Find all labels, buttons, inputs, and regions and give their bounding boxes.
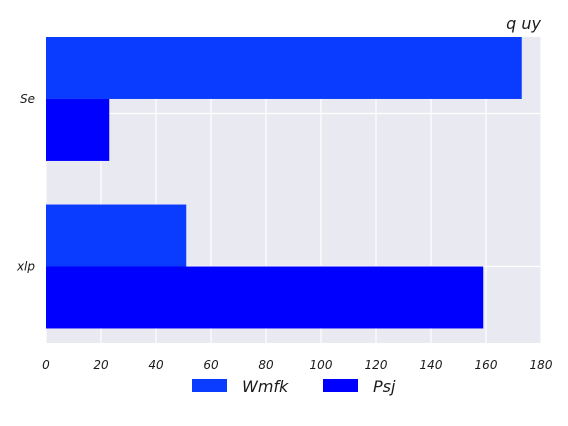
x-tick-label: 60 bbox=[203, 358, 219, 372]
legend-label-wmfk: Wmfk bbox=[242, 377, 289, 396]
x-tick-label: 160 bbox=[475, 358, 498, 372]
x-tick-label: 100 bbox=[310, 358, 333, 372]
legend-label-psj: Psj bbox=[373, 377, 396, 396]
x-tick-label: 0 bbox=[42, 358, 50, 372]
x-axis-ticks: 0 20 40 60 80 100 120 140 160 180 bbox=[42, 358, 553, 372]
x-tick-label: 80 bbox=[258, 358, 274, 372]
bar-psj-xlp bbox=[46, 266, 484, 329]
legend: Wmfk Psj bbox=[192, 377, 396, 396]
x-tick-label: 180 bbox=[530, 358, 553, 372]
chart-title: q uy bbox=[506, 14, 541, 33]
bars bbox=[46, 37, 522, 329]
bar-wmfk-xlp bbox=[46, 204, 187, 267]
y-tick-label: Se bbox=[20, 92, 35, 106]
x-tick-label: 40 bbox=[148, 358, 164, 372]
y-axis-ticks: Se xlp bbox=[16, 92, 35, 274]
bar-psj-se bbox=[46, 98, 110, 161]
x-tick-label: 140 bbox=[420, 358, 443, 372]
legend-swatch-wmfk bbox=[192, 379, 227, 392]
bar-wmfk-se bbox=[46, 37, 522, 99]
legend-swatch-psj bbox=[323, 379, 358, 392]
x-tick-label: 20 bbox=[93, 358, 109, 372]
x-tick-label: 120 bbox=[365, 358, 388, 372]
y-tick-label: xlp bbox=[16, 260, 35, 274]
